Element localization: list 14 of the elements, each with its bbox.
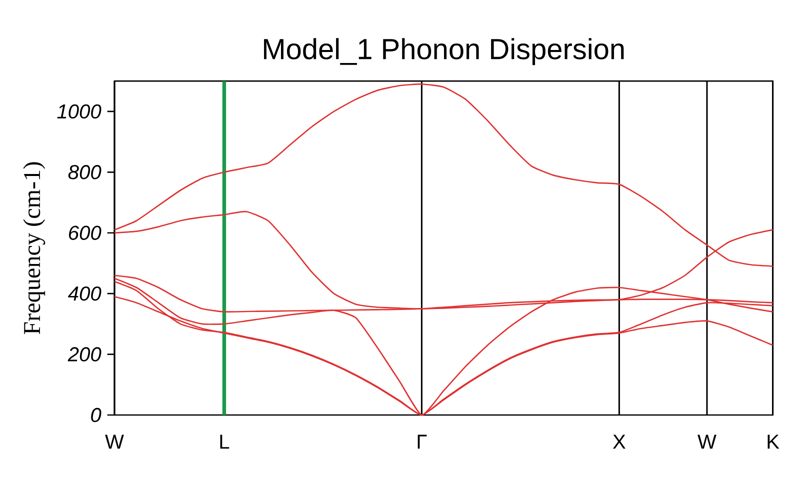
x-tick-label: L	[220, 434, 230, 449]
y-tick-label: 200	[68, 347, 102, 362]
x-tick-label: Γ	[418, 434, 427, 449]
x-tick-label: W	[105, 434, 124, 449]
x-tick-label: X	[612, 434, 626, 449]
y-tick-label: 0	[91, 408, 102, 422]
y-tick-label: 800	[68, 165, 102, 180]
y-tick-label: 400	[68, 286, 102, 301]
y-axis-title: Frequency (cm-1)	[23, 162, 46, 334]
chart-title: Model_1 Phonon Dispersion	[264, 38, 624, 66]
y-tick-label: 600	[68, 226, 102, 240]
y-tick-label: 1000	[57, 104, 102, 119]
x-tick-label: K	[768, 434, 780, 449]
x-tick-label: W	[698, 434, 716, 449]
